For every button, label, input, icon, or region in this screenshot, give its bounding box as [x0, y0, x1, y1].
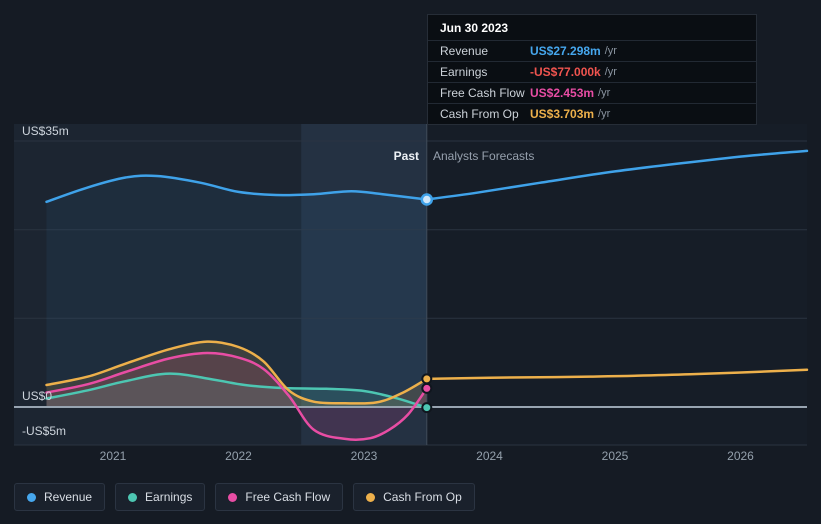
tooltip-label: Free Cash Flow: [440, 86, 525, 100]
y-axis-label-zero: US$0: [22, 389, 53, 403]
legend-item-free-cash-flow[interactable]: Free Cash Flow: [215, 483, 344, 511]
marker-revenue[interactable]: [420, 193, 434, 206]
free-cash-flow-dot-icon: [228, 492, 238, 502]
tooltip-unit: /yr: [598, 108, 611, 120]
area-revenue: [46, 175, 427, 407]
legend-label: Revenue: [44, 490, 93, 504]
x-tick-label: 2024: [476, 449, 503, 463]
legend-label: Earnings: [145, 490, 193, 504]
series-revenue-past-line: [45, 174, 429, 204]
revenue-dot-icon: [27, 492, 36, 502]
series-cash-from-op-past-line: [45, 340, 429, 405]
x-tick-label: 2025: [602, 449, 629, 463]
x-tick-label: 2022: [225, 449, 252, 463]
tooltip-unit: /yr: [604, 45, 617, 57]
tooltip-unit: /yr: [604, 66, 617, 78]
tooltip-row-revenue: Revenue US$27.298m /yr: [428, 40, 756, 61]
tooltip-value: US$27.298m: [530, 44, 601, 58]
y-axis-label-neg5m: -US$5m: [22, 424, 67, 438]
earnings-dot-icon: [128, 492, 138, 502]
area-earnings: [46, 373, 427, 408]
tooltip-label: Earnings: [440, 65, 488, 79]
tooltip-value: -US$77.000k: [530, 65, 601, 79]
tooltip-row-free-cash-flow: Free Cash Flow US$2.453m /yr: [428, 82, 756, 103]
series-earnings-past-line: [45, 372, 429, 409]
y-axis-label-35m: US$35m: [22, 124, 69, 138]
past-label: Past: [393, 149, 419, 163]
marker-cash-from-op[interactable]: [421, 373, 433, 385]
tooltip-value: US$3.703m: [530, 107, 595, 121]
tooltip-value: US$2.453m: [530, 86, 595, 100]
series-revenue-forecast-line: [425, 149, 809, 201]
x-tick-label: 2026: [727, 449, 754, 463]
tooltip: Jun 30 2023 Revenue US$27.298m /yr Earni…: [427, 14, 757, 125]
tooltip-date: Jun 30 2023: [440, 21, 509, 35]
analysts-forecasts-label: Analysts Forecasts: [433, 149, 535, 163]
marker-earnings[interactable]: [421, 402, 433, 414]
area-free-cash-flow: [46, 352, 427, 440]
legend: Revenue Earnings Free Cash Flow Cash Fro…: [14, 483, 475, 511]
legend-label: Free Cash Flow: [245, 490, 331, 504]
cash-from-op-dot-icon: [366, 492, 376, 502]
series-cash-from-op-forecast-line: [425, 368, 809, 381]
legend-label: Cash From Op: [383, 490, 462, 504]
tooltip-row-cash-from-op: Cash From Op US$3.703m /yr: [428, 103, 756, 124]
legend-item-cash-from-op[interactable]: Cash From Op: [353, 483, 475, 511]
tooltip-label: Cash From Op: [440, 107, 519, 121]
legend-item-earnings[interactable]: Earnings: [115, 483, 206, 511]
tooltip-unit: /yr: [598, 87, 611, 99]
tooltip-row-earnings: Earnings -US$77.000k /yr: [428, 61, 756, 82]
x-tick-label: 2021: [100, 449, 127, 463]
x-tick-label: 2023: [351, 449, 378, 463]
legend-item-revenue[interactable]: Revenue: [14, 483, 106, 511]
tooltip-label: Revenue: [440, 44, 489, 58]
marker-free-cash-flow[interactable]: [421, 382, 433, 394]
area-cash-from-op: [46, 341, 427, 407]
series-free-cash-flow-past-line: [45, 351, 429, 441]
